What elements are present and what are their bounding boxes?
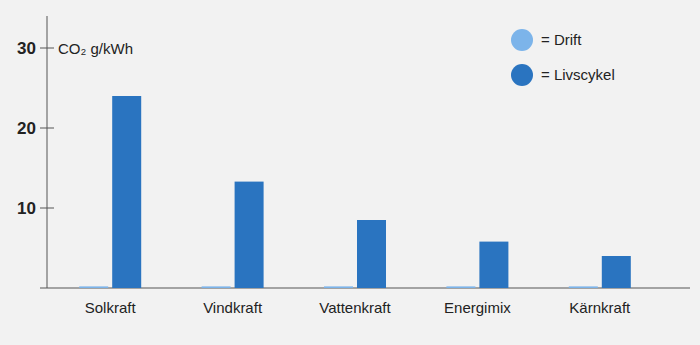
y-tick (40, 208, 54, 209)
bar (602, 256, 631, 288)
bar (235, 182, 264, 288)
chart: 10 20 30 CO₂ g/kWh Solkraft Vindkraft Vattenkr… (0, 0, 700, 345)
bar (79, 286, 108, 288)
y-axis (47, 16, 48, 288)
bar (324, 286, 353, 288)
legend-swatch (511, 64, 533, 86)
bar (446, 286, 475, 288)
bar (569, 286, 598, 288)
bar (357, 220, 386, 288)
legend-label: = Drift (541, 31, 582, 48)
x-tick-label: Vattenkraft (319, 299, 391, 316)
y-axis-label: CO₂ g/kWh (58, 40, 133, 57)
bar (479, 242, 508, 288)
y-tick-label: 30 (17, 39, 36, 58)
x-tick-label: Kärnkraft (569, 299, 631, 316)
legend-label: = Livscykel (541, 66, 615, 83)
x-tick-label: Solkraft (85, 299, 137, 316)
bar (202, 286, 231, 288)
legend: = Drift = Livscykel (511, 29, 615, 86)
y-tick (40, 128, 54, 129)
y-tick-label: 10 (17, 199, 36, 218)
legend-swatch (511, 29, 533, 51)
x-tick-label: Vindkraft (203, 299, 263, 316)
y-tick (40, 48, 54, 49)
y-tick-label: 20 (17, 119, 36, 138)
bar (112, 96, 141, 288)
x-tick-label: Energimix (444, 299, 511, 316)
